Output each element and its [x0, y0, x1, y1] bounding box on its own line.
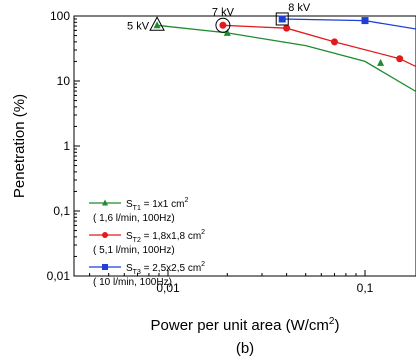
y-tick-label: 1	[63, 139, 70, 153]
highlight-triangle	[149, 16, 165, 31]
y-tick-label: 0,1	[53, 204, 70, 218]
circle-marker	[396, 55, 404, 63]
series-markers	[153, 15, 404, 66]
x-axis-label-main: Power per unit area (W/cm	[151, 317, 329, 334]
legend-detail: ( 10 l/min, 100Hz)	[93, 277, 172, 288]
circle-marker	[283, 24, 291, 32]
x-tick-label: 0,1	[357, 281, 374, 295]
y-tick-label: 0,01	[47, 269, 71, 283]
highlight-box	[275, 12, 289, 26]
square-marker	[361, 17, 369, 25]
square-marker	[278, 15, 286, 23]
legend-detail: ( 5,1 l/min, 100Hz)	[93, 245, 175, 256]
highlight-rings	[149, 12, 289, 33]
y-tick-label: 100	[50, 9, 70, 23]
legend: ST1 = 1x1 cm2( 1,6 l/min, 100Hz) ST2 = 1,…	[89, 197, 205, 288]
legend-label: ST2 = 1,8x1,8 cm2	[126, 229, 205, 244]
y-tick-label: 10	[57, 74, 71, 88]
series-line-T3	[282, 18, 416, 30]
x-axis-label-sup: 2	[329, 316, 335, 327]
legend-label: ST1 = 1x1 cm2	[126, 197, 188, 212]
highlight-circle	[215, 17, 231, 33]
legend-detail: ( 1,6 l/min, 100Hz)	[93, 213, 175, 224]
triangle-marker	[153, 21, 161, 29]
square-marker	[102, 264, 108, 270]
point-annotations: 5 kV7 kV8 kV7 kV11 kV18 kV9 kV24 kV15 kV	[127, 2, 311, 32]
legend-label: ST3 = 2,5x2,5 cm2	[126, 261, 205, 276]
series-curves	[157, 18, 416, 93]
x-axis-label-end: )	[334, 317, 339, 334]
circle-marker	[330, 38, 338, 46]
x-axis-label: Power per unit area (W/cm2)	[151, 316, 340, 334]
voltage-annotation: 7 kV	[212, 6, 235, 18]
x-tick-label: 0,01	[156, 281, 180, 295]
y-axis-label: Penetration (%)	[11, 94, 28, 198]
series-line-T1	[157, 24, 416, 93]
circle-marker	[219, 21, 227, 29]
triangle-marker	[223, 28, 231, 36]
triangle-marker	[102, 199, 108, 206]
voltage-annotation: 5 kV	[127, 20, 150, 32]
circle-marker	[102, 232, 108, 238]
voltage-annotation: 8 kV	[288, 2, 311, 14]
series-line-T2	[222, 24, 416, 68]
figure-caption: (b)	[236, 340, 254, 357]
triangle-marker	[377, 58, 385, 66]
